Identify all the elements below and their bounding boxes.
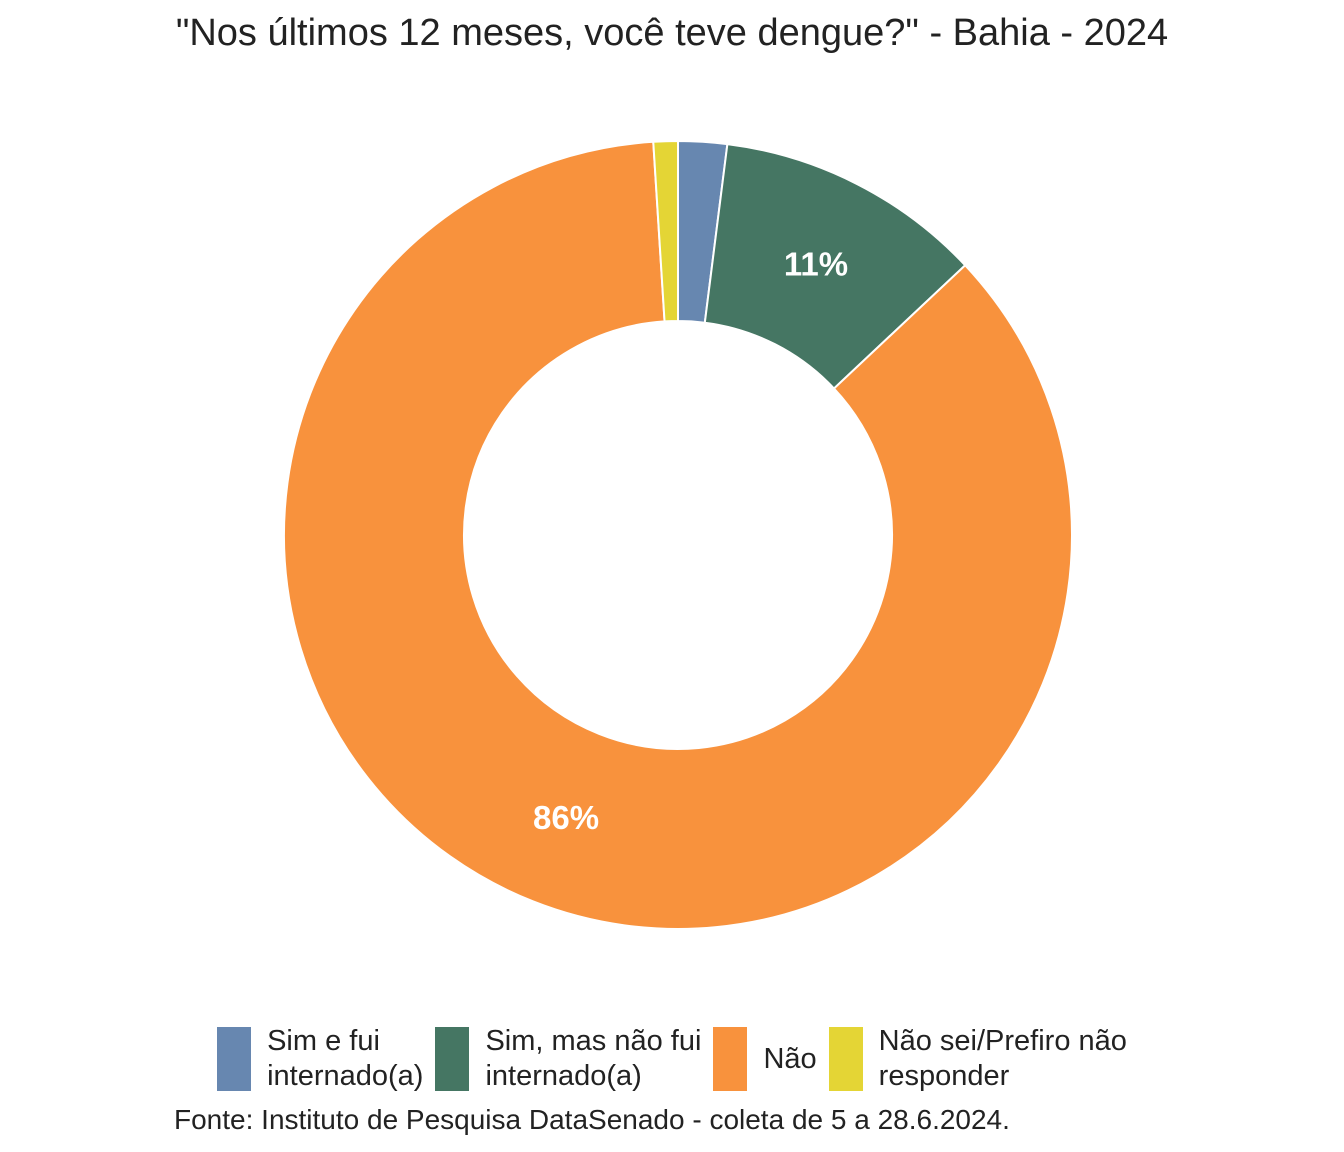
legend-label-nao-sei: Não sei/Prefiro não responder (878, 1025, 1127, 1092)
chart-title: "Nos últimos 12 meses, você teve dengue?… (175, 12, 1169, 54)
data-label-sim-mas-nao-fui-internado-a: 11% (784, 246, 848, 283)
legend-key-sim-internado (217, 1027, 252, 1091)
legend-item-sim-internado: Sim e fui internado(a) (217, 1024, 423, 1094)
donut-chart: 11% 86% (283, 139, 1074, 930)
chart-legend: Sim e fui internado(a) Sim, mas não fui … (0, 1024, 1344, 1094)
legend-label-sim-internado: Sim e fui internado(a) (267, 1025, 424, 1092)
legend-label-nao: Não (763, 1042, 817, 1075)
legend-key-nao (713, 1027, 748, 1091)
slice-nao-sei-prefiro-nao-responder (652, 139, 679, 323)
legend-key-nao-sei (828, 1027, 863, 1091)
data-label-nao: 86% (533, 799, 599, 836)
legend-item-nao-sei: Não sei/Prefiro não responder (828, 1024, 1127, 1094)
legend-item-sim-nao-internado: Sim, mas não fui internado(a) (435, 1024, 701, 1094)
slice-nao (283, 140, 1074, 930)
source-caption: Fonte: Instituto de Pesquisa DataSenado … (174, 1104, 1010, 1135)
legend-item-nao: Não (713, 1027, 817, 1091)
legend-label-sim-nao-internado: Sim, mas não fui internado(a) (485, 1025, 702, 1092)
legend-key-sim-nao-internado (435, 1027, 470, 1091)
